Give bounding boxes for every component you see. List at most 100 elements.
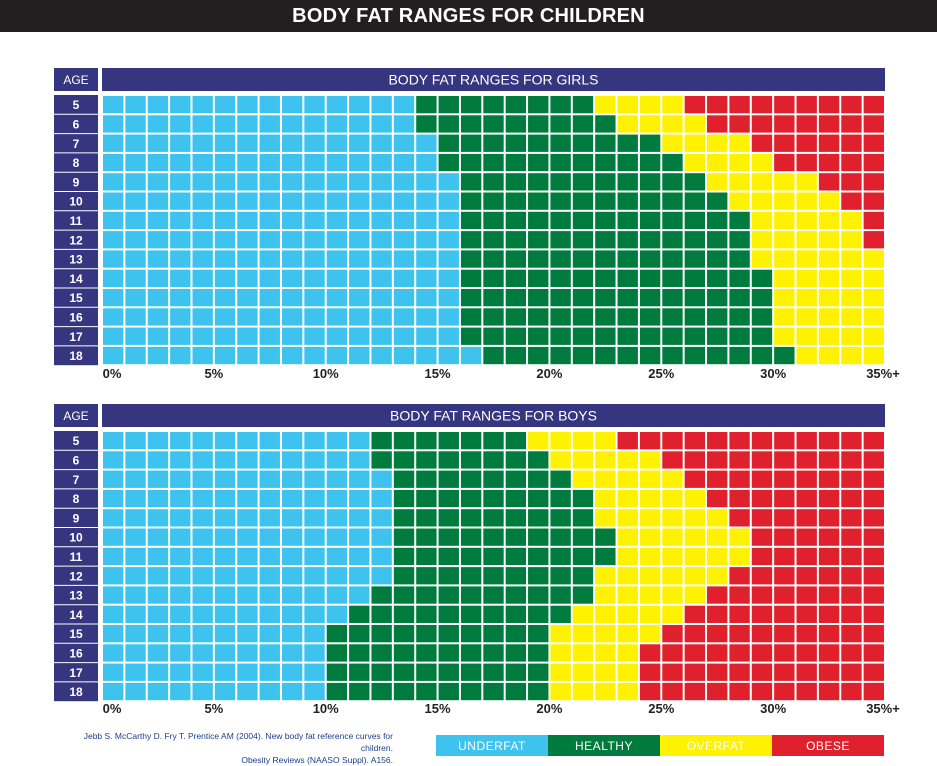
- girls-cell: [438, 211, 459, 230]
- girls-cell: [371, 134, 392, 152]
- boys-cell: [259, 528, 280, 546]
- girls-age-label-13: 13: [69, 253, 83, 267]
- girls-cell: [125, 250, 146, 268]
- boys-age-label-9: 9: [73, 511, 80, 525]
- girls-cell: [304, 211, 325, 230]
- boys-x-tick: 25%: [648, 701, 675, 716]
- girls-cell: [349, 308, 370, 326]
- girls-x-tick: 15%: [424, 366, 451, 381]
- boys-band-age-10-obese: [751, 528, 884, 546]
- girls-cell: [863, 211, 884, 230]
- boys-cell: [170, 644, 191, 662]
- girls-cell: [639, 153, 661, 172]
- girls-cell: [639, 134, 661, 152]
- girls-cell: [818, 192, 840, 210]
- girls-cell: [774, 269, 795, 287]
- boys-band-age-16-healthy: [326, 644, 549, 662]
- boys-cell: [707, 489, 728, 508]
- girls-cell: [729, 327, 750, 345]
- boys-cell: [729, 470, 750, 488]
- girls-cell: [550, 192, 571, 210]
- boys-cell: [281, 567, 303, 585]
- girls-cell: [483, 327, 504, 345]
- boys-x-tick: 20%: [536, 701, 563, 716]
- boys-cell: [147, 470, 169, 488]
- girls-cell: [304, 346, 325, 365]
- girls-cell: [103, 134, 124, 152]
- boys-age-label-18: 18: [69, 685, 83, 699]
- girls-cell: [572, 153, 594, 172]
- girls-cell: [393, 269, 415, 287]
- girls-cell: [125, 192, 146, 210]
- girls-cell: [505, 96, 527, 114]
- girls-cell: [371, 211, 392, 230]
- boys-cell: [438, 605, 459, 623]
- girls-cell: [259, 308, 280, 326]
- girls-cell: [572, 192, 594, 210]
- boys-cell: [259, 451, 280, 469]
- girls-cell: [662, 192, 683, 210]
- boys-band-age-9-obese: [729, 509, 884, 527]
- girls-cell: [796, 269, 817, 287]
- girls-cell: [393, 346, 415, 365]
- boys-cell: [796, 586, 817, 604]
- boys-cell: [237, 528, 258, 546]
- boys-cell: [326, 644, 348, 662]
- girls-cell: [259, 211, 280, 230]
- girls-cell: [416, 269, 437, 287]
- boys-cell: [572, 489, 594, 508]
- girls-cell: [170, 96, 191, 114]
- boys-cell: [259, 586, 280, 604]
- boys-x-axis-ticks: 0% 5% 10% 15% 20% 25% 30% 35%+: [0, 701, 937, 721]
- girls-cell: [662, 96, 683, 114]
- girls-cell: [729, 211, 750, 230]
- boys-cell: [572, 528, 594, 546]
- boys-band-age-6-overfat: [550, 451, 661, 469]
- boys-cell: [304, 586, 325, 604]
- girls-cell: [774, 346, 795, 365]
- boys-cell: [438, 489, 459, 508]
- boys-cell: [103, 567, 124, 585]
- girls-cell: [192, 211, 213, 230]
- boys-cell: [371, 451, 392, 469]
- boys-cell: [550, 586, 571, 604]
- boys-cell: [550, 682, 571, 701]
- girls-cell: [259, 250, 280, 268]
- girls-cell: [326, 289, 348, 307]
- girls-cell: [349, 231, 370, 249]
- girls-cell: [774, 327, 795, 345]
- boys-cell: [237, 451, 258, 469]
- boys-cell: [170, 470, 191, 488]
- boys-cell: [550, 663, 571, 681]
- boys-cell: [103, 509, 124, 527]
- girls-cell: [796, 346, 817, 365]
- girls-cell: [125, 153, 146, 172]
- boys-cell: [103, 663, 124, 681]
- boys-cell: [818, 625, 840, 643]
- girls-cell: [483, 96, 504, 114]
- boys-band-age-13-underfat: [103, 586, 370, 604]
- boys-band-age-8-obese: [707, 489, 884, 508]
- boys-cell: [259, 663, 280, 681]
- boys-cell: [796, 605, 817, 623]
- boys-cell: [326, 663, 348, 681]
- girls-cell: [103, 250, 124, 268]
- girls-cell: [259, 289, 280, 307]
- girls-cell: [281, 289, 303, 307]
- boys-cell: [192, 644, 213, 662]
- girls-cell: [774, 115, 795, 133]
- boys-cell: [237, 605, 258, 623]
- girls-x-tick: 20%: [536, 366, 563, 381]
- girls-band-age-10-underfat: [103, 192, 459, 210]
- boys-cell: [192, 605, 213, 623]
- girls-cell: [326, 173, 348, 191]
- girls-cell: [796, 173, 817, 191]
- girls-cell: [818, 115, 840, 133]
- girls-cell: [147, 173, 169, 191]
- girls-cell: [281, 346, 303, 365]
- girls-cell: [304, 231, 325, 249]
- girls-band-age-18-overfat: [796, 346, 884, 365]
- boys-cell: [460, 509, 482, 527]
- girls-cell: [326, 192, 348, 210]
- girls-cell: [662, 346, 683, 365]
